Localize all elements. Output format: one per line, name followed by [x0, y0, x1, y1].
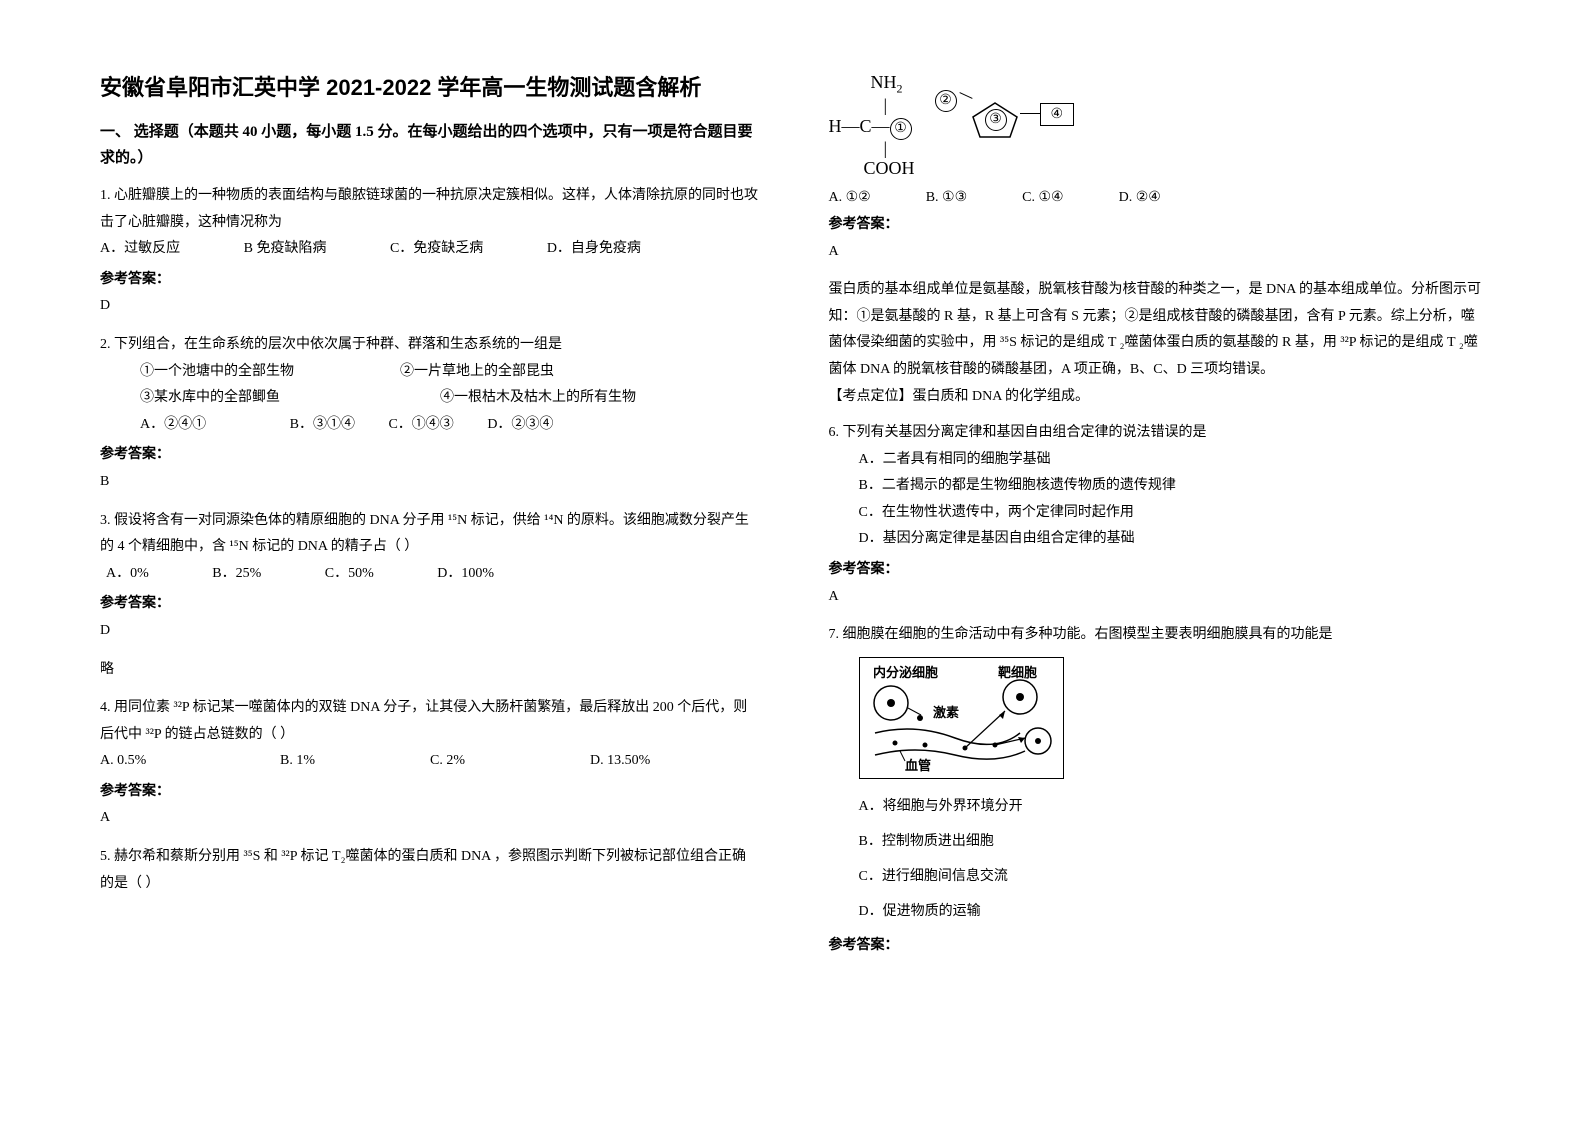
- q6-opt-c: C．在生物性状遗传中，两个定律同时起作用: [829, 500, 1488, 527]
- q7-opt-c: C．进行细胞间信息交流: [829, 859, 1488, 894]
- q6-text: 6. 下列有关基因分离定律和基因自由组合定律的说法错误的是: [829, 420, 1488, 447]
- question-4: 4. 用同位素 ³²P 标记某一噬菌体内的双链 DNA 分子，让其侵入大肠杆菌繁…: [100, 695, 759, 832]
- q3-options: A．0% B．25% C．50% D．100%: [100, 561, 759, 588]
- q7-opt-a: A．将细胞与外界环境分开: [829, 789, 1488, 824]
- left-column: 安徽省阜阳市汇英中学 2021-2022 学年高一生物测试题含解析 一、 选择题…: [100, 70, 759, 1082]
- q7-opt-b: B．控制物质进出细胞: [829, 824, 1488, 859]
- q5-text: 5. 赫尔希和蔡斯分别用 ³⁵S 和 ³²P 标记 T₂噬菌体的蛋白质和 DNA…: [100, 844, 759, 897]
- q4-answer-label: 参考答案：: [100, 779, 759, 806]
- mol-hc: H—C—: [829, 116, 890, 136]
- q5-opt-b: B. ①③: [926, 189, 967, 206]
- q2-text: 2. 下列组合，在生命系统的层次中依次属于种群、群落和生态系统的一组是: [100, 332, 759, 359]
- q2-item2: ②一片草地上的全部昆虫: [400, 359, 554, 386]
- question-2: 2. 下列组合，在生命系统的层次中依次属于种群、群落和生态系统的一组是 ①一个池…: [100, 332, 759, 496]
- circle-3: ③: [985, 109, 1007, 131]
- q5-answer-label: 参考答案：: [829, 212, 1488, 239]
- q2-items-row2: ③某水库中的全部鲫鱼 ④一根枯木及枯木上的所有生物: [100, 385, 759, 412]
- q6-opt-b: B．二者揭示的都是生物细胞核遗传物质的遗传规律: [829, 473, 1488, 500]
- mol-sub2: 2: [897, 82, 903, 96]
- q2-opt-a: A．②④①: [140, 412, 206, 439]
- question-6: 6. 下列有关基因分离定律和基因自由组合定律的说法错误的是 A．二者具有相同的细…: [829, 420, 1488, 610]
- circle-1: ①: [890, 118, 912, 140]
- q7-answer-label: 参考答案：: [829, 933, 1488, 960]
- q1-opt-c: C．免疫缺乏病: [390, 236, 483, 263]
- q1-answer: D: [100, 293, 759, 320]
- q3-text: 3. 假设将含有一对同源染色体的精原细胞的 DNA 分子用 ¹⁵N 标记，供给 …: [100, 508, 759, 561]
- q2-item1: ①一个池塘中的全部生物: [100, 359, 400, 386]
- right-column: NH2 | H—C—① | COOH ② ③ ④ A. ①② B. ①③ C. …: [829, 70, 1488, 1082]
- q3-opt-a: A．0%: [106, 561, 149, 588]
- molecule-diagram: NH2 | H—C—① | COOH ② ③ ④: [829, 70, 1488, 181]
- q4-opt-b: B. 1%: [280, 748, 430, 775]
- document-title: 安徽省阜阳市汇英中学 2021-2022 学年高一生物测试题含解析: [100, 70, 759, 102]
- q1-opt-a: A．过敏反应: [100, 236, 180, 263]
- q2-answer-label: 参考答案：: [100, 442, 759, 469]
- q4-opt-d: D. 13.50%: [590, 748, 650, 775]
- q2-items-row1: ①一个池塘中的全部生物 ②一片草地上的全部昆虫: [100, 359, 759, 386]
- box-4: ④: [1040, 103, 1075, 126]
- mol-nh: NH: [871, 72, 897, 92]
- q2-item3: ③某水库中的全部鲫鱼: [100, 385, 440, 412]
- q5-options: A. ①② B. ①③ C. ①④ D. ②④: [829, 189, 1488, 206]
- q5-explanation1: 蛋白质的基本组成单位是氨基酸，脱氧核苷酸为核苷酸的种类之一，是 DNA 的基本组…: [829, 277, 1488, 383]
- amino-acid-structure: NH2 | H—C—① | COOH: [829, 70, 915, 181]
- q6-opt-a: A．二者具有相同的细胞学基础: [829, 447, 1488, 474]
- q1-answer-label: 参考答案：: [100, 267, 759, 294]
- q4-answer: A: [100, 805, 759, 832]
- q2-answer: B: [100, 469, 759, 496]
- q4-opt-c: C. 2%: [430, 748, 590, 775]
- q4-text: 4. 用同位素 ³²P 标记某一噬菌体内的双链 DNA 分子，让其侵入大肠杆菌繁…: [100, 695, 759, 748]
- circle-2: ②: [935, 90, 957, 112]
- label-hormone: 激素: [933, 705, 959, 720]
- question-3: 3. 假设将含有一对同源染色体的精原细胞的 DNA 分子用 ¹⁵N 标记，供给 …: [100, 508, 759, 684]
- mol-cooh: COOH: [829, 156, 915, 181]
- q2-item4: ④一根枯木及枯木上的所有生物: [440, 385, 636, 412]
- q1-options: A．过敏反应 B 免疫缺陷病 C．免疫缺乏病 D．自身免疫病: [100, 236, 759, 263]
- q3-answer: D: [100, 618, 759, 645]
- q7-text: 7. 细胞膜在细胞的生命活动中有多种功能。右图模型主要表明细胞膜具有的功能是: [829, 622, 1488, 649]
- q5-opt-a: A. ①②: [829, 189, 871, 206]
- q1-opt-b: B 免疫缺陷病: [244, 236, 327, 263]
- q5-answer: A: [829, 239, 1488, 266]
- q3-opt-c: C．50%: [325, 561, 374, 588]
- q6-opt-d: D．基因分离定律是基因自由组合定律的基础: [829, 526, 1488, 553]
- nucleotide-structure: ② ③ ④: [935, 85, 1135, 165]
- q3-answer-label: 参考答案：: [100, 591, 759, 618]
- q5-opt-c: C. ①④: [1022, 189, 1063, 206]
- q3-opt-d: D．100%: [437, 561, 494, 588]
- q3-opt-b: B．25%: [212, 561, 261, 588]
- label-endo: 内分泌细胞: [873, 665, 938, 680]
- section-header: 一、 选择题（本题共 40 小题，每小题 1.5 分。在每小题给出的四个选项中，…: [100, 120, 759, 171]
- q6-answer: A: [829, 584, 1488, 611]
- q1-text: 1. 心脏瓣膜上的一种物质的表面结构与酿脓链球菌的一种抗原决定簇相似。这样，人体…: [100, 183, 759, 236]
- q5-explanation2: 【考点定位】蛋白质和 DNA 的化学组成。: [829, 384, 1488, 411]
- q4-options: A. 0.5% B. 1% C. 2% D. 13.50%: [100, 748, 759, 775]
- q3-note: 略: [100, 657, 759, 684]
- q2-opt-d: D．②③④: [487, 412, 553, 439]
- bond-line: [1020, 113, 1040, 114]
- question-7: 7. 细胞膜在细胞的生命活动中有多种功能。右图模型主要表明细胞膜具有的功能是 内…: [829, 622, 1488, 959]
- q2-opt-b: B．③①④: [290, 412, 355, 439]
- q6-answer-label: 参考答案：: [829, 557, 1488, 584]
- label-target: 靶细胞: [998, 665, 1037, 680]
- cell-membrane-diagram: 内分泌细胞 靶细胞 激素 血: [859, 657, 1064, 779]
- question-5: 5. 赫尔希和蔡斯分别用 ³⁵S 和 ³²P 标记 T₂噬菌体的蛋白质和 DNA…: [100, 844, 759, 897]
- q7-opt-d: D．促进物质的运输: [829, 894, 1488, 929]
- question-1: 1. 心脏瓣膜上的一种物质的表面结构与酿脓链球菌的一种抗原决定簇相似。这样，人体…: [100, 183, 759, 320]
- bond-line-2: [959, 93, 972, 100]
- q5-opt-d: D. ②④: [1119, 189, 1161, 206]
- q2-opt-c: C．①④③: [388, 412, 453, 439]
- label-vessel: 血管: [905, 758, 931, 773]
- q2-options: A．②④① B．③①④ C．①④③ D．②③④: [100, 412, 759, 439]
- q4-opt-a: A. 0.5%: [100, 748, 280, 775]
- q1-opt-d: D．自身免疫病: [547, 236, 641, 263]
